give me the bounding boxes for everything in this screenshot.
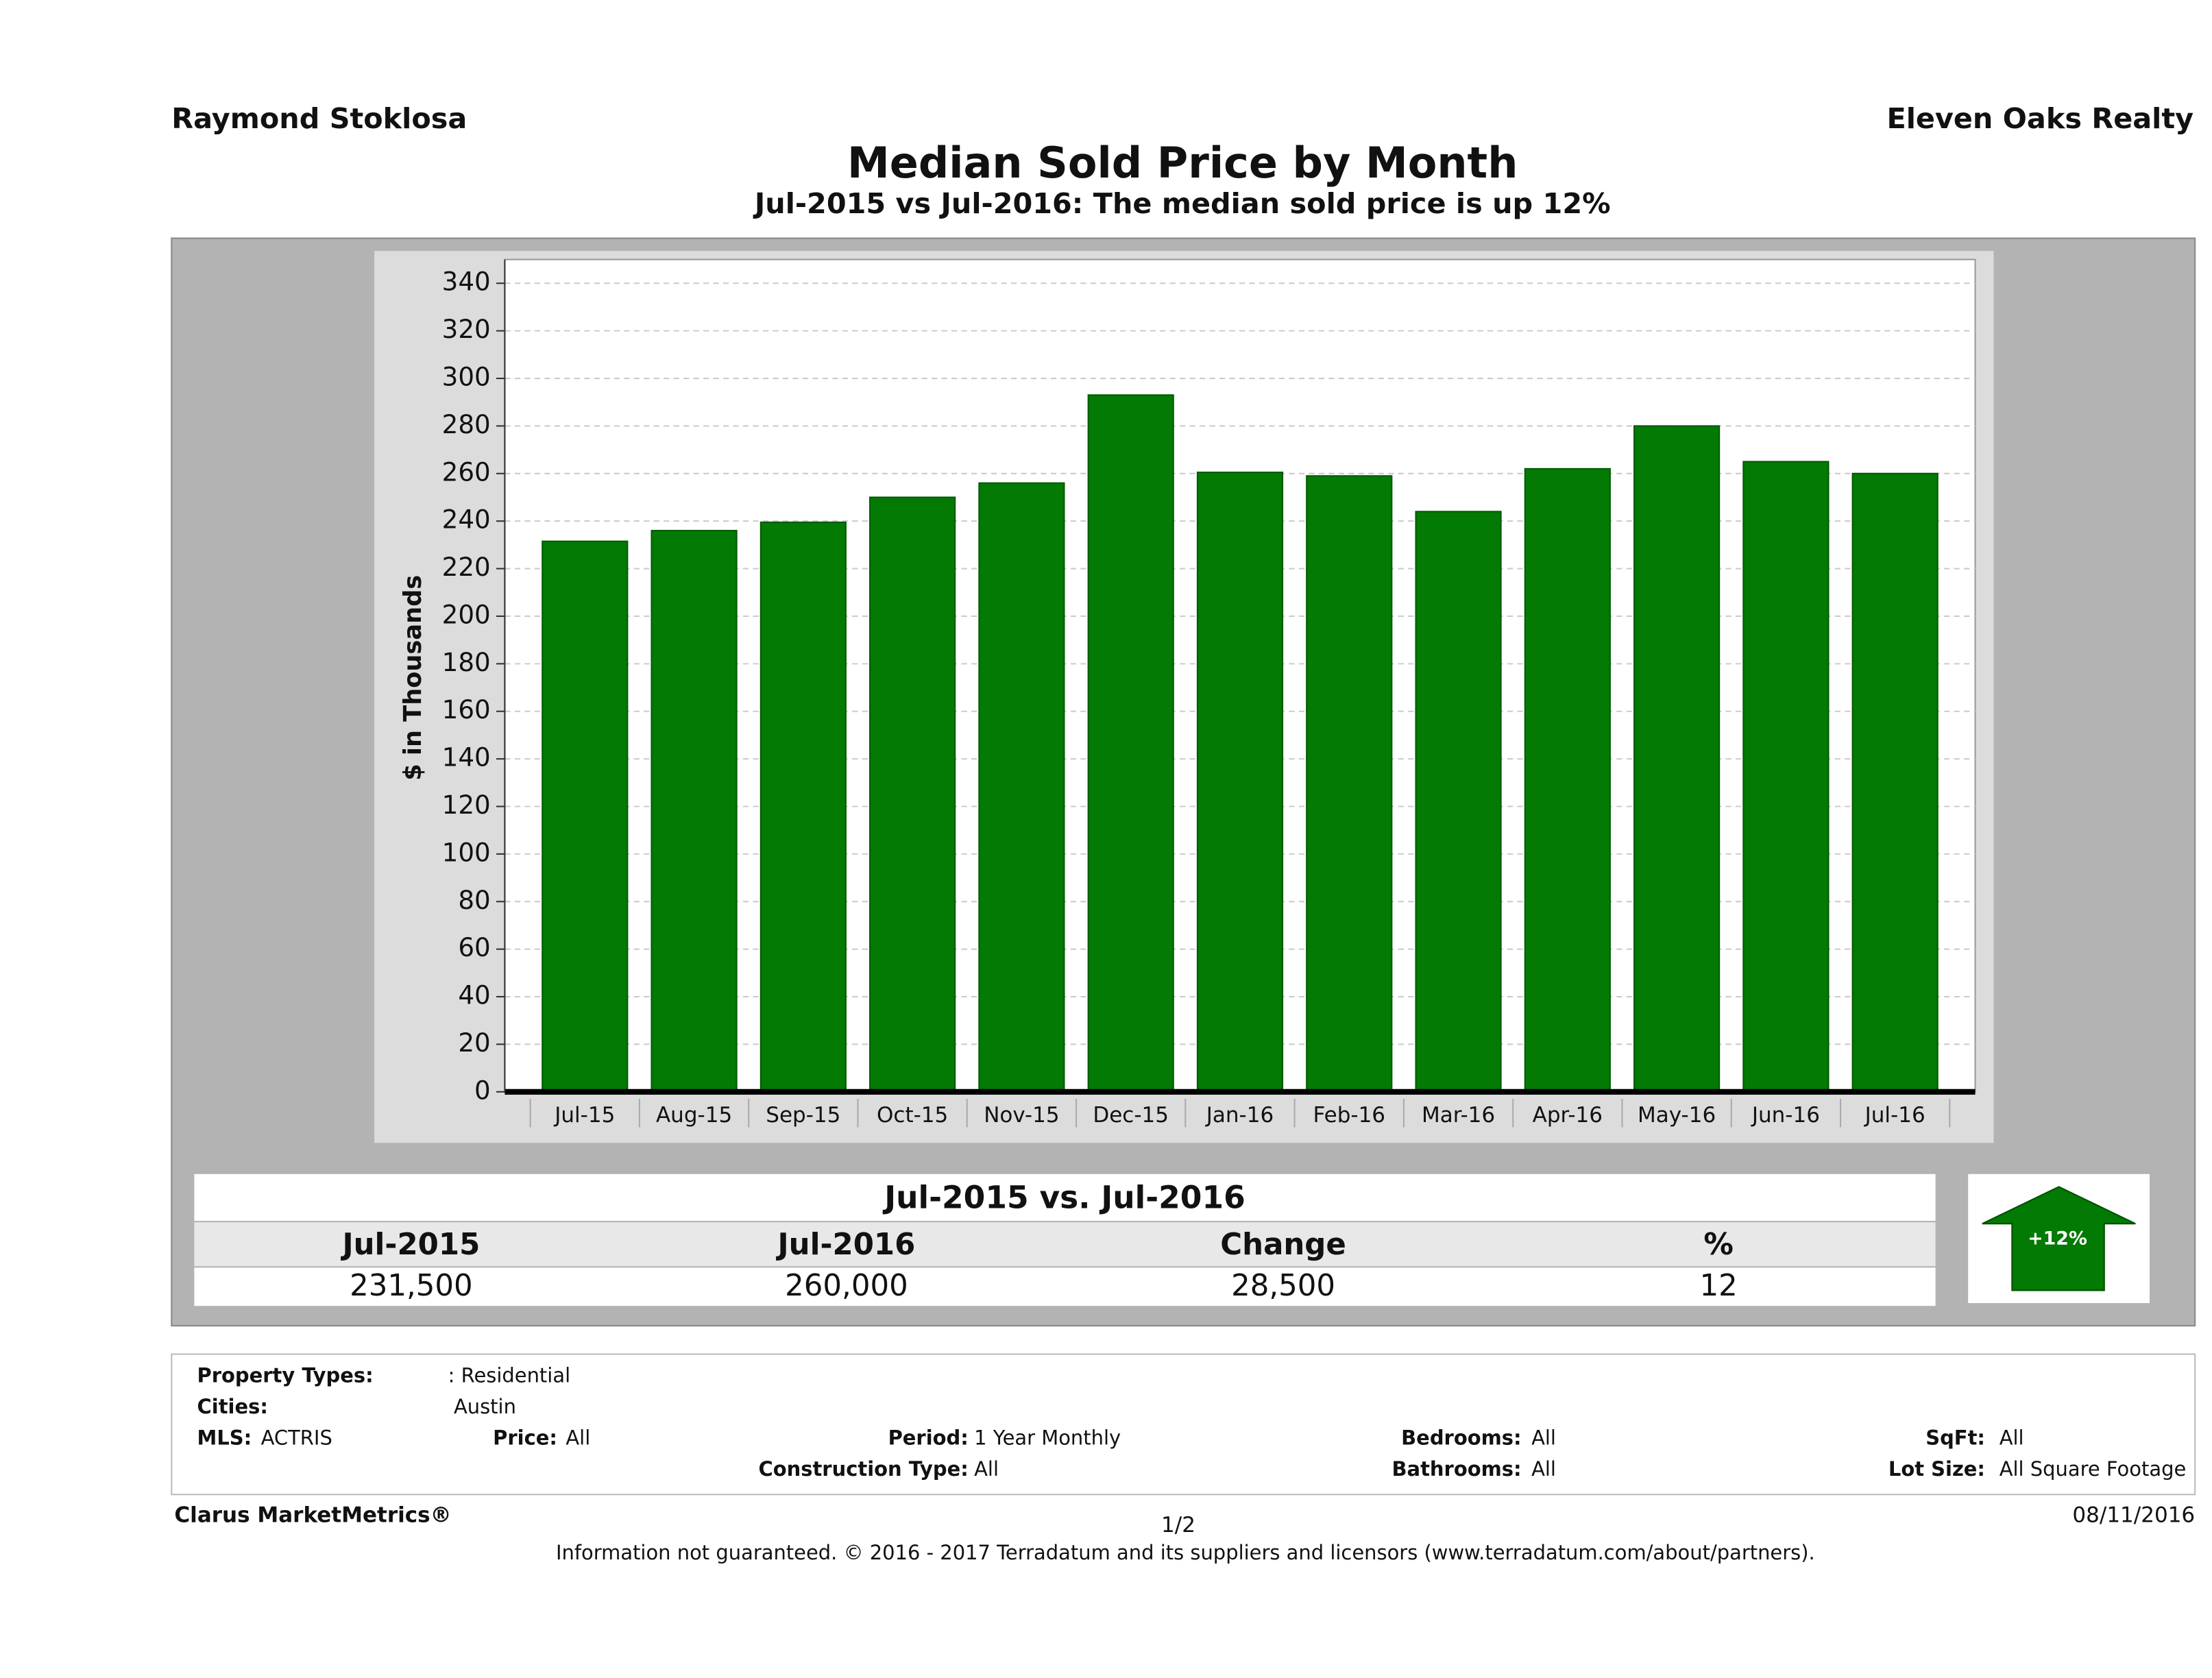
summary-header: Jul-2016: [775, 1228, 915, 1262]
y-tick-label: 40: [458, 980, 490, 1010]
y-tick-label: 320: [442, 314, 491, 344]
summary-value: 260,000: [785, 1269, 908, 1303]
x-tick-label: Mar-16: [1422, 1103, 1495, 1128]
x-tick-label: Apr-16: [1533, 1103, 1603, 1128]
summary-value-row: [194, 1267, 1936, 1306]
summary-value: 28,500: [1231, 1269, 1335, 1303]
criteria-value: All: [1531, 1426, 1556, 1450]
y-tick-label: 0: [474, 1075, 491, 1105]
bar: [1087, 394, 1174, 1093]
bar: [1851, 472, 1938, 1093]
criteria-label: Period:: [888, 1426, 969, 1450]
bar: [1633, 425, 1721, 1093]
summary-header: %: [1703, 1228, 1734, 1262]
summary-title: Jul-2015 vs. Jul-2016: [882, 1180, 1245, 1216]
x-tick-label: Jan-16: [1205, 1103, 1274, 1128]
criteria-value: All Square Footage: [2000, 1457, 2187, 1481]
criteria-value: ACTRIS: [261, 1426, 332, 1450]
x-tick-label: Oct-15: [877, 1103, 948, 1128]
bar: [1196, 472, 1284, 1093]
bar: [1415, 511, 1502, 1093]
bar: [651, 530, 738, 1093]
x-tick-label: Jul-15: [553, 1103, 615, 1128]
y-tick-label: 340: [442, 267, 491, 297]
summary-header: Jul-2015: [340, 1228, 480, 1262]
y-tick-label: 20: [458, 1028, 490, 1058]
summary-title-row: [194, 1174, 1936, 1221]
criteria-label: Bathrooms:: [1391, 1457, 1521, 1481]
company-name: Eleven Oaks Realty: [1886, 102, 2193, 135]
bar: [1742, 461, 1830, 1093]
brand: Clarus MarketMetrics®: [174, 1503, 451, 1527]
y-axis-label: $ in Thousands: [399, 575, 427, 781]
bar: [542, 540, 629, 1093]
summary-header-row: [194, 1222, 1936, 1267]
up-arrow: [1982, 1186, 2136, 1291]
y-tick-label: 260: [442, 457, 491, 487]
report-date: 08/11/2016: [2072, 1503, 2195, 1527]
y-tick-label: 280: [442, 409, 491, 439]
disclaimer: Information not guaranteed. © 2016 - 201…: [556, 1541, 1815, 1564]
summary-value: 12: [1699, 1269, 1737, 1303]
criteria-label: Cities:: [197, 1395, 268, 1418]
bar: [759, 521, 847, 1093]
y-tick-label: 140: [442, 742, 491, 773]
criteria-label: MLS:: [197, 1426, 252, 1450]
y-tick-label: 80: [458, 885, 490, 915]
x-tick-label: Sep-15: [766, 1103, 840, 1128]
criteria-value: All: [974, 1457, 999, 1481]
bar: [1524, 467, 1611, 1093]
x-tick-label: Nov-15: [984, 1103, 1059, 1128]
chart-subtitle: Jul-2015 vs Jul-2016: The median sold pr…: [753, 187, 1611, 220]
x-tick-label: Aug-15: [656, 1103, 732, 1128]
x-tick-label: Jun-16: [1751, 1103, 1820, 1128]
y-tick-label: 300: [442, 362, 491, 392]
x-tick-label: Jul-16: [1864, 1103, 1925, 1128]
y-tick-label: 120: [442, 790, 491, 820]
x-tick-label: Feb-16: [1313, 1103, 1385, 1128]
criteria-label: Lot Size:: [1888, 1457, 1985, 1481]
y-tick-label: 240: [442, 504, 491, 535]
bar: [978, 482, 1065, 1093]
criteria-value: All: [566, 1426, 590, 1450]
summary-value: 231,500: [350, 1269, 473, 1303]
y-tick-label: 220: [442, 552, 491, 582]
y-tick-label: 100: [442, 837, 491, 867]
criteria-value: 1 Year Monthly: [974, 1426, 1121, 1450]
criteria-value: Austin: [454, 1395, 516, 1418]
y-tick-label: 200: [442, 599, 491, 629]
criteria-label: Property Types:: [197, 1364, 374, 1387]
criteria-label: Construction Type:: [758, 1457, 968, 1481]
criteria-value: All: [2000, 1426, 2024, 1450]
criteria-value: : Residential: [448, 1364, 570, 1387]
criteria-value: All: [1531, 1457, 1556, 1481]
y-tick-label: 160: [442, 694, 491, 725]
criteria-label: Price:: [493, 1426, 557, 1450]
x-tick-label: May-16: [1638, 1103, 1716, 1128]
page-number: 1/2: [1161, 1513, 1195, 1537]
summary-header: Change: [1220, 1228, 1346, 1262]
x-tick-label: Dec-15: [1093, 1103, 1169, 1128]
criteria-label: Bedrooms:: [1401, 1426, 1521, 1450]
y-tick-label: 60: [458, 932, 490, 962]
bar: [1306, 475, 1393, 1093]
bar: [869, 496, 956, 1093]
criteria-label: SqFt:: [1925, 1426, 1985, 1450]
criteria-box: [171, 1353, 2196, 1496]
agent-name: Raymond Stoklosa: [171, 102, 467, 135]
y-tick-label: 180: [442, 647, 491, 677]
badge-label: +12%: [2028, 1228, 2087, 1249]
chart-title: Median Sold Price by Month: [847, 138, 1518, 188]
